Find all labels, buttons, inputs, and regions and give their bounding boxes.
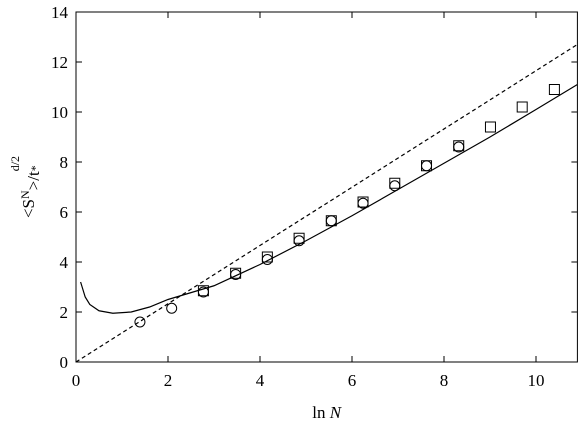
x-axis-label-part: ln: [312, 403, 329, 422]
y-axis-label-part: >/t: [24, 171, 43, 190]
y-tick-label: 8: [60, 153, 69, 172]
data-point: [293, 232, 305, 244]
data-point: [421, 160, 433, 172]
y-tick-label: 6: [60, 203, 69, 222]
x-axis-label: ln N: [312, 403, 342, 422]
plot-frame: [75, 11, 578, 363]
data-point: [357, 196, 369, 208]
y-tick-label: 0: [60, 353, 69, 372]
x-axis-label-part: N: [329, 403, 343, 422]
solid-line: [80, 83, 578, 314]
y-tick-label: 4: [60, 253, 69, 272]
data-point: [484, 121, 496, 133]
data-point: [325, 215, 337, 227]
y-axis-label-part: *: [28, 165, 42, 171]
y-tick-label: 12: [51, 53, 68, 72]
x-tick-label: 4: [256, 371, 265, 390]
data-point: [325, 215, 337, 227]
y-tick-label: 10: [51, 103, 68, 122]
data-point: [166, 302, 178, 314]
dashed-line: [75, 43, 578, 363]
data-point: [548, 84, 560, 95]
x-tick-label: 0: [72, 371, 81, 390]
x-tick-label: 8: [440, 371, 449, 390]
data-point: [389, 177, 401, 189]
y-axis-label-part: N: [18, 190, 32, 199]
x-tick-label: 2: [164, 371, 173, 390]
data-point: [516, 101, 528, 113]
data-point: [261, 251, 273, 263]
y-tick-label: 2: [60, 303, 69, 322]
y-axis-label-part: <S: [19, 199, 38, 218]
data-point: [421, 160, 433, 172]
data-point: [134, 316, 146, 328]
y-axis-label-part: d/2: [8, 156, 22, 171]
x-tick-label: 10: [528, 371, 545, 390]
x-tick-label: 6: [348, 371, 357, 390]
y-axis-label: <SN>/t* d/2: [8, 156, 43, 218]
data-point: [453, 140, 465, 152]
y-tick-label: 14: [51, 3, 69, 22]
